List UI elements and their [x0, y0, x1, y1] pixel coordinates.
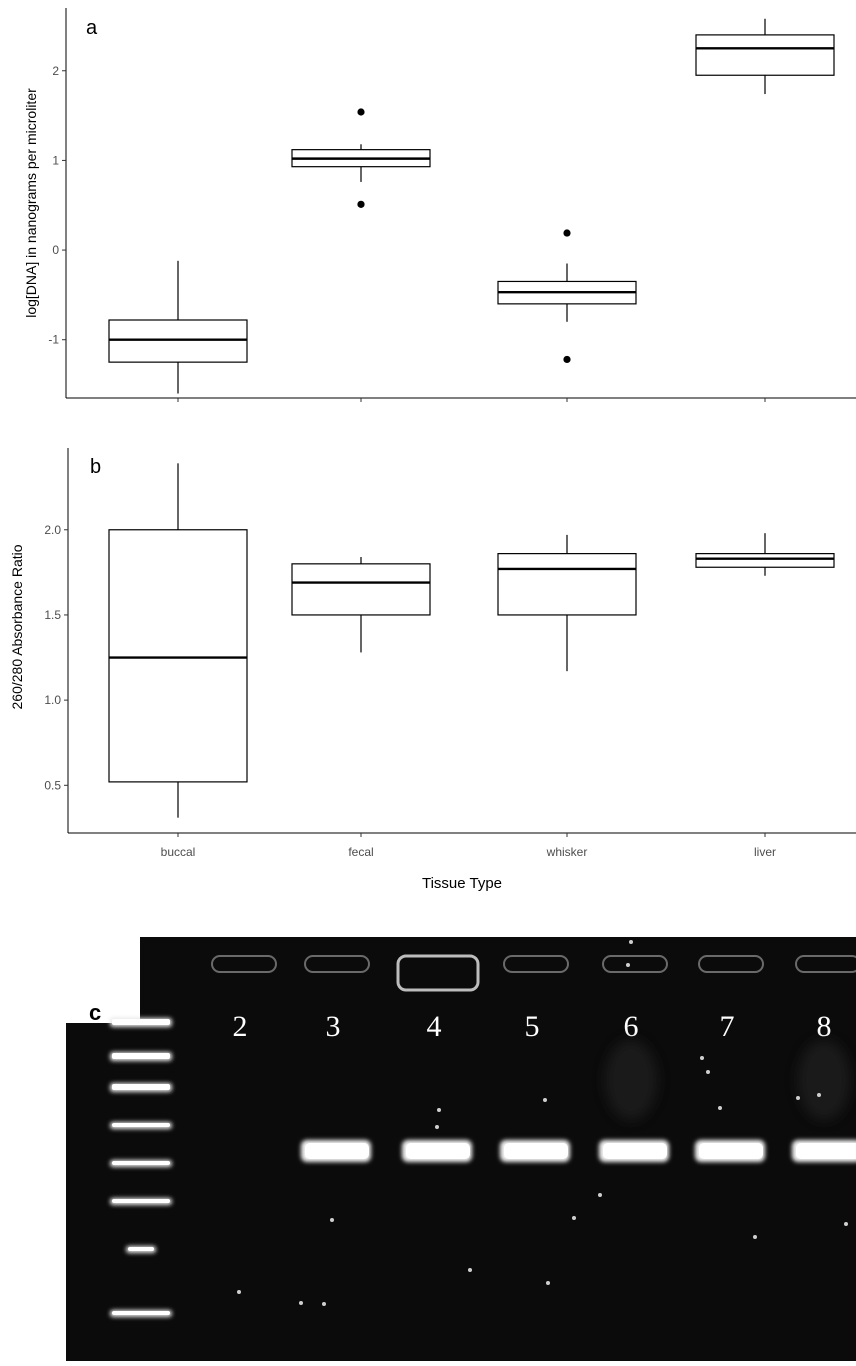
y-tick-label: 2 — [52, 64, 59, 78]
outlier-point — [357, 108, 365, 116]
x-tick-label: whisker — [546, 845, 588, 859]
panel-a-y-axis-title: log[DNA] in nanograms per microliter — [23, 88, 39, 318]
sample-band — [699, 1143, 763, 1159]
y-tick-label: 1.5 — [44, 608, 61, 622]
panel-b-y-axis-title: 260/280 Absorbance Ratio — [9, 544, 25, 709]
ladder-band-core — [112, 1084, 170, 1090]
gel-speckle — [718, 1106, 722, 1110]
gel-speckle — [299, 1301, 303, 1305]
panel-c-letter: c — [89, 1000, 101, 1025]
gel-electrophoresis-image: c 2 3 4 5 6 7 8 — [66, 937, 856, 1361]
gel-speckle — [629, 940, 633, 944]
ladder-band-core — [112, 1199, 170, 1203]
outlier-point — [357, 200, 365, 208]
gel-speckle — [437, 1108, 441, 1112]
gel-speckle — [543, 1098, 547, 1102]
gel-speckle — [468, 1268, 472, 1272]
box-fecal — [291, 557, 431, 653]
gel-smear — [798, 1040, 850, 1120]
gel-well — [602, 955, 668, 973]
gel-well — [503, 955, 569, 973]
iqr-box — [695, 553, 835, 568]
y-tick-label: 1.0 — [44, 693, 61, 707]
ladder-band-core — [112, 1123, 170, 1127]
gel-lane-label: 7 — [720, 1010, 735, 1043]
gel-speckle — [706, 1070, 710, 1074]
iqr-box — [108, 529, 248, 783]
x-tick-label: fecal — [348, 845, 373, 859]
sample-band — [603, 1143, 667, 1159]
ladder-band-core — [128, 1247, 154, 1251]
gel-smear — [605, 1040, 657, 1120]
panel-b-letter: b — [90, 456, 101, 478]
iqr-box — [108, 319, 248, 363]
ladder-band-core — [112, 1311, 170, 1315]
gel-well — [795, 955, 856, 973]
y-tick-label: 2.0 — [44, 523, 61, 537]
box-whisker — [497, 229, 637, 364]
gel-speckle — [435, 1125, 439, 1129]
y-tick-label: 1 — [52, 153, 59, 167]
gel-well — [211, 955, 277, 973]
gel-well — [396, 954, 480, 992]
x-tick-label: liver — [754, 845, 776, 859]
gel-speckle — [572, 1216, 576, 1220]
gel-lane-label: 8 — [817, 1010, 832, 1043]
gel-lane-label: 2 — [233, 1010, 248, 1043]
iqr-box — [497, 553, 637, 616]
gel-speckle — [626, 963, 630, 967]
box-fecal — [291, 108, 431, 208]
panel-b-x-axis-title: Tissue Type — [422, 875, 502, 892]
gel-lane-label: 5 — [525, 1010, 540, 1043]
gel-speckle — [700, 1056, 704, 1060]
iqr-box — [695, 34, 835, 76]
y-tick-label: 0.5 — [44, 778, 61, 792]
ladder-band-core — [112, 1161, 170, 1165]
sample-band — [504, 1143, 568, 1159]
gel-lane-label: 6 — [624, 1010, 639, 1043]
gel-speckle — [598, 1193, 602, 1197]
y-tick-label: 0 — [52, 243, 59, 257]
gel-well — [304, 955, 370, 973]
outlier-point — [563, 229, 571, 237]
gel-speckle — [844, 1222, 848, 1226]
gel-speckle — [237, 1290, 241, 1294]
gel-speckle — [796, 1096, 800, 1100]
box-buccal — [108, 463, 248, 818]
box-liver — [695, 533, 835, 576]
gel-lane-label: 3 — [326, 1010, 341, 1043]
gel-speckle — [546, 1281, 550, 1285]
gel-speckle — [753, 1235, 757, 1239]
box-whisker — [497, 534, 637, 672]
ladder-band-core — [112, 1019, 170, 1025]
sample-band — [796, 1143, 856, 1159]
outlier-point — [563, 355, 571, 364]
iqr-box — [291, 563, 431, 616]
y-tick-label: -1 — [48, 333, 59, 347]
gel-speckle — [330, 1218, 334, 1222]
box-buccal — [108, 260, 248, 394]
panel-a-boxplot: a log[DNA] in nanograms per microliter -… — [23, 8, 856, 402]
gel-speckle — [322, 1302, 326, 1306]
panel-b-boxplot: b 260/280 Absorbance Ratio Tissue Type 0… — [9, 448, 856, 892]
gel-well — [698, 955, 764, 973]
gel-lane-label: 4 — [427, 1010, 442, 1043]
gel-speckle — [817, 1093, 821, 1097]
panel-a-letter: a — [86, 17, 98, 39]
ladder-band-core — [112, 1053, 170, 1059]
x-tick-label: buccal — [161, 845, 196, 859]
sample-band — [305, 1143, 369, 1159]
box-liver — [695, 18, 835, 95]
sample-band — [406, 1143, 470, 1159]
